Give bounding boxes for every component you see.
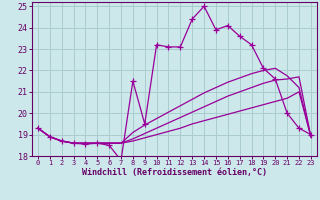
X-axis label: Windchill (Refroidissement éolien,°C): Windchill (Refroidissement éolien,°C) [82, 168, 267, 177]
